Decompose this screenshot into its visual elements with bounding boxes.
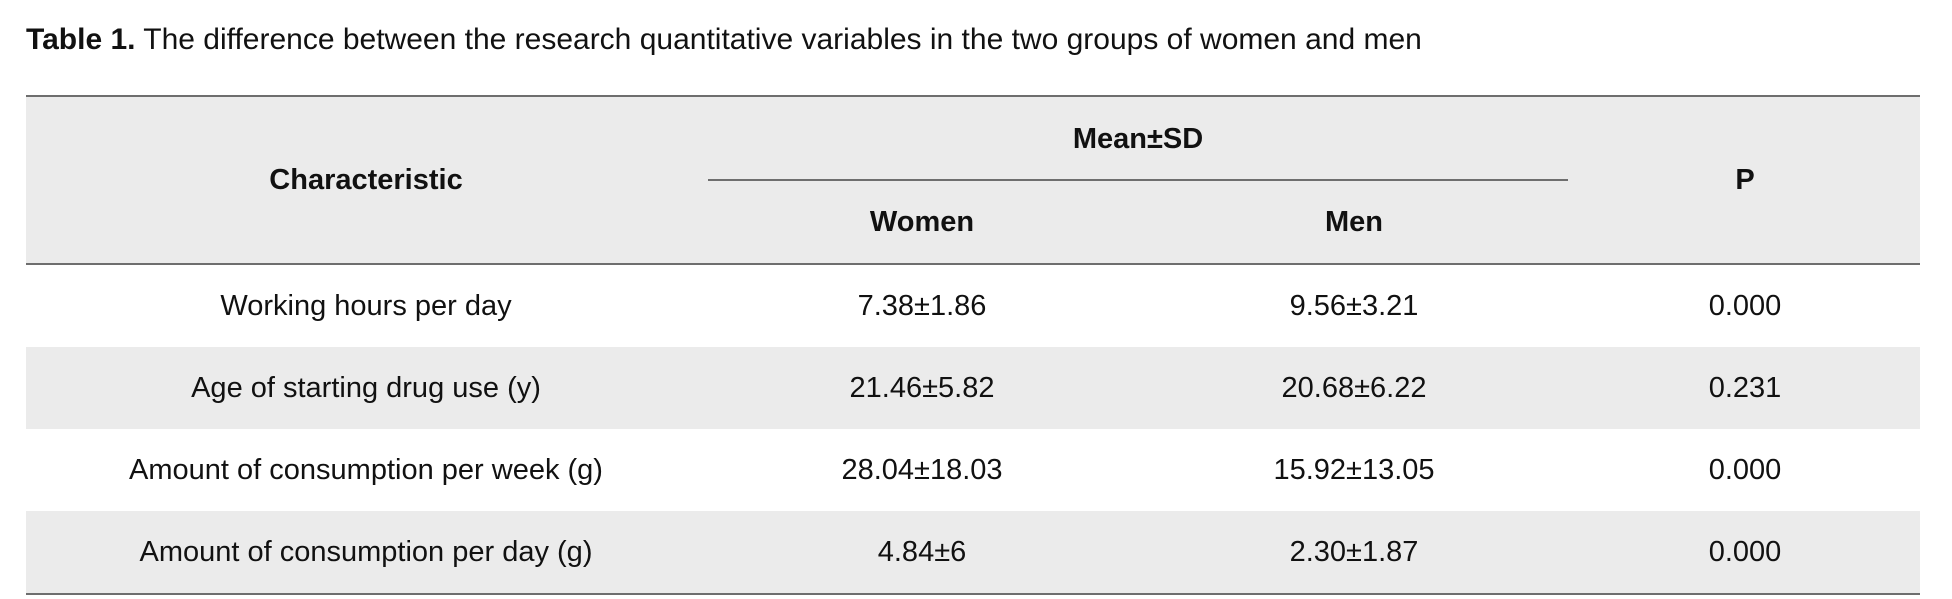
table-row: Working hours per day 7.38±1.86 9.56±3.2… bbox=[26, 264, 1920, 347]
cell-characteristic: Age of starting drug use (y) bbox=[26, 347, 706, 429]
table-row: Age of starting drug use (y) 21.46±5.82 … bbox=[26, 347, 1920, 429]
header-characteristic: Characteristic bbox=[26, 95, 706, 265]
cell-p: 0.000 bbox=[1570, 511, 1920, 595]
cell-p: 0.000 bbox=[1708, 453, 1782, 486]
header-men: Men bbox=[1138, 181, 1570, 265]
header-group-mean-sd-label: Mean±SD bbox=[1072, 123, 1204, 155]
table-row: Amount of consumption per day (g) 4.84±6… bbox=[26, 511, 1920, 595]
cell-men: 9.56±3.21 bbox=[1289, 289, 1419, 322]
cell-characteristic: Working hours per day bbox=[220, 289, 512, 322]
data-table: Characteristic Mean±SD P Women Men Worki… bbox=[26, 95, 1920, 595]
cell-characteristic: Amount of consumption per week (g) bbox=[129, 453, 603, 486]
table-body: Working hours per day 7.38±1.86 9.56±3.2… bbox=[26, 264, 1920, 595]
cell-women: 4.84±6 bbox=[706, 511, 1138, 595]
header-women: Women bbox=[706, 181, 1138, 265]
cell-p: 0.000 bbox=[1708, 289, 1782, 322]
cell-men: 2.30±1.87 bbox=[1138, 511, 1570, 595]
header-group-mean-sd: Mean±SD bbox=[706, 95, 1570, 181]
table-header: Characteristic Mean±SD P Women Men bbox=[26, 95, 1920, 265]
cell-p: 0.231 bbox=[1570, 347, 1920, 429]
cell-women: 21.46±5.82 bbox=[706, 347, 1138, 429]
cell-men: 15.92±13.05 bbox=[1273, 453, 1435, 486]
table-caption: Table 1. The difference between the rese… bbox=[26, 18, 1422, 62]
header-p: P bbox=[1570, 95, 1920, 265]
table-row: Amount of consumption per week (g) 28.04… bbox=[26, 429, 1920, 511]
cell-women: 28.04±18.03 bbox=[841, 453, 1003, 486]
cell-women: 7.38±1.86 bbox=[857, 289, 987, 322]
table-caption-label: Table 1. bbox=[26, 23, 136, 56]
cell-men: 20.68±6.22 bbox=[1138, 347, 1570, 429]
table-caption-text: The difference between the research quan… bbox=[143, 23, 1422, 56]
cell-characteristic: Amount of consumption per day (g) bbox=[26, 511, 706, 595]
header-group-rule bbox=[708, 179, 1568, 181]
